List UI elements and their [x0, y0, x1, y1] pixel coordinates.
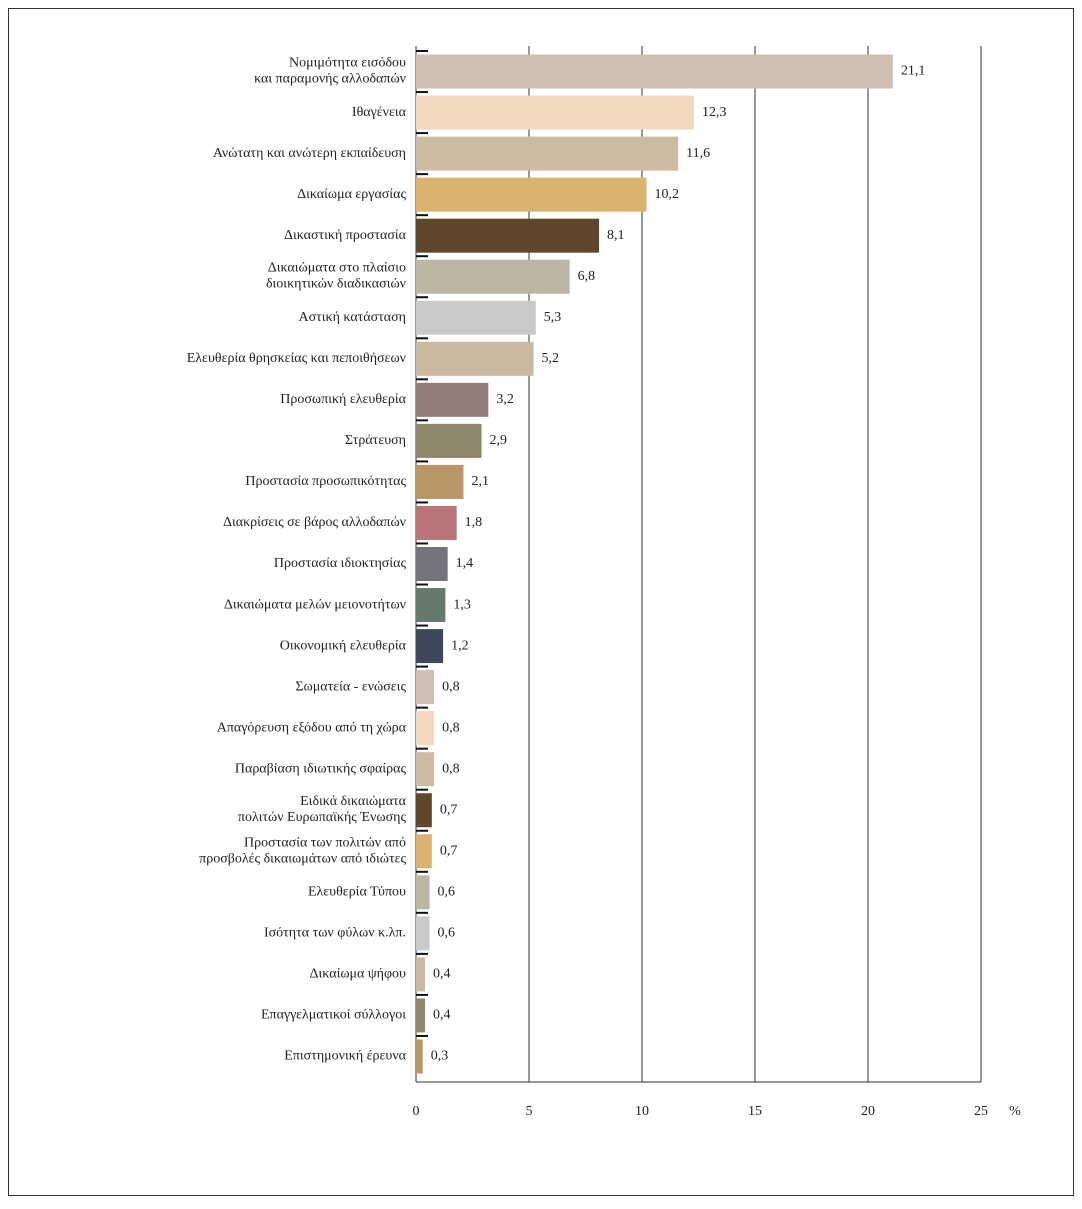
- y-tick-label: Προστασία των πολιτών από προσβολές δικαι…: [199, 835, 406, 866]
- y-tick-label: Προστασία προσωπικότητας: [245, 474, 406, 489]
- y-tick-label: Ανώτατη και ανώτερη εκπαίδευση: [213, 146, 406, 161]
- x-tick-label: 25: [974, 1104, 988, 1119]
- value-label: 2,9: [490, 433, 508, 448]
- value-label: 0,7: [440, 843, 458, 858]
- x-tick-label: 20: [861, 1104, 875, 1119]
- value-label: 3,2: [496, 392, 514, 407]
- value-label: 12,3: [702, 105, 727, 120]
- bar: [416, 177, 647, 212]
- value-label: 0,6: [438, 885, 456, 900]
- value-label: 0,4: [433, 967, 451, 982]
- value-label: 21,1: [901, 64, 926, 79]
- bar: [416, 505, 457, 540]
- value-label: 5,3: [544, 310, 562, 325]
- value-label: 10,2: [655, 187, 680, 202]
- value-label: 1,4: [456, 556, 474, 571]
- value-label: 2,1: [471, 474, 489, 489]
- value-label: 1,8: [465, 515, 483, 530]
- value-label: 0,8: [442, 720, 460, 735]
- bar: [416, 547, 448, 581]
- y-tick-label: Προσωπική ελευθερία: [280, 392, 406, 407]
- bar: [416, 341, 534, 376]
- y-tick-label: Δικαστική προστασία: [284, 228, 407, 243]
- bar: [416, 588, 446, 623]
- value-label: 11,6: [686, 146, 710, 161]
- bar: [416, 95, 694, 130]
- bar: [416, 300, 536, 335]
- y-tick-label: Απαγόρευση εξόδου από τη χώρα: [217, 720, 407, 735]
- value-label: 8,1: [607, 228, 625, 243]
- bar: [416, 875, 430, 910]
- value-label: 5,2: [542, 351, 560, 366]
- x-tick-label: 10: [635, 1104, 649, 1119]
- value-label: 1,2: [451, 638, 469, 653]
- value-label: 0,4: [433, 1008, 451, 1023]
- y-tick-label: Διακρίσεις σε βάρος αλλοδαπών: [223, 515, 406, 530]
- y-tick-label: Δικαιώματα μελών μειονοτήτων: [224, 597, 406, 612]
- bar: [416, 793, 432, 828]
- y-tick-label: Ιθαγένεια: [352, 105, 407, 120]
- y-tick-label: Αστική κατάσταση: [298, 310, 406, 325]
- y-tick-label: Ειδικά δικαιώματα πολιτών Ευρωπαϊκής Ένωσ…: [238, 794, 407, 825]
- y-tick-label: Ελευθερία Τύπου: [308, 885, 406, 900]
- y-tick-label: Νομιμότητα εισόδου και παραμονής αλλοδαπώ…: [254, 56, 406, 87]
- bar: [416, 711, 435, 746]
- value-label: 1,3: [453, 597, 471, 612]
- x-tick-label: 15: [748, 1104, 762, 1119]
- bar: [416, 834, 432, 869]
- y-tick-label: Δικαίωμα ψήφου: [310, 967, 407, 982]
- y-tick-label: Δικαίωμα εργασίας: [297, 187, 406, 202]
- bar: [416, 136, 679, 171]
- bar: [416, 259, 570, 294]
- value-label: 0,7: [440, 802, 458, 817]
- bar: [416, 916, 430, 951]
- y-tick-label: Σωματεία - ενώσεις: [295, 679, 406, 694]
- bar: [416, 54, 893, 89]
- y-tick-label: Προστασία ιδιοκτησίας: [274, 556, 407, 571]
- y-tick-label: Ελευθερία θρησκείας και πεποιθήσεων: [187, 351, 406, 366]
- value-label: 6,8: [578, 269, 596, 284]
- y-tick-label: Οικονομική ελευθερία: [280, 638, 407, 653]
- value-label: 0,8: [442, 761, 460, 776]
- x-axis-label: %: [1009, 1104, 1021, 1119]
- bar: [416, 752, 435, 787]
- y-tick-label: Στράτευση: [345, 433, 406, 448]
- value-label: 0,6: [438, 926, 456, 941]
- bar: [416, 382, 489, 417]
- bar: [416, 218, 600, 253]
- x-tick-label: 0: [413, 1104, 420, 1119]
- bar: [416, 1039, 423, 1074]
- bar: [416, 670, 435, 705]
- value-label: 0,8: [442, 679, 460, 694]
- bar: [416, 629, 444, 664]
- value-label: 0,3: [431, 1049, 449, 1064]
- bar: [416, 423, 482, 458]
- y-tick-label: Επαγγελματικοί σύλλογοι: [261, 1008, 406, 1023]
- y-tick-label: Επιστημονική έρευνα: [284, 1049, 406, 1064]
- bar: [416, 957, 426, 992]
- x-tick-label: 5: [526, 1104, 533, 1119]
- y-tick-label: Δικαιώματα στο πλαίσιο διοικητικών διαδικ…: [266, 261, 406, 292]
- y-tick-label: Ισότητα των φύλων κ.λπ.: [264, 926, 406, 941]
- bar: [416, 998, 426, 1033]
- bar: [416, 464, 464, 499]
- y-tick-label: Παραβίαση ιδιωτικής σφαίρας: [235, 761, 407, 776]
- frame: [8, 8, 1074, 1196]
